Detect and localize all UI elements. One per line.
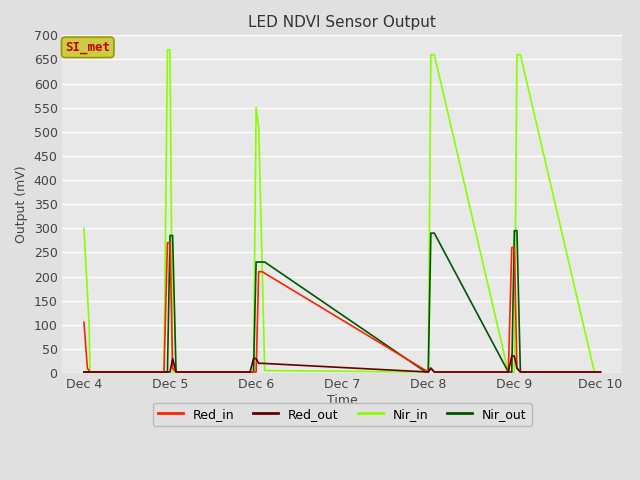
Y-axis label: Output (mV): Output (mV) [15,165,28,243]
Text: SI_met: SI_met [65,41,110,54]
Legend: Red_in, Red_out, Nir_in, Nir_out: Red_in, Red_out, Nir_in, Nir_out [153,403,532,426]
Title: LED NDVI Sensor Output: LED NDVI Sensor Output [248,15,436,30]
X-axis label: Time: Time [327,394,358,407]
